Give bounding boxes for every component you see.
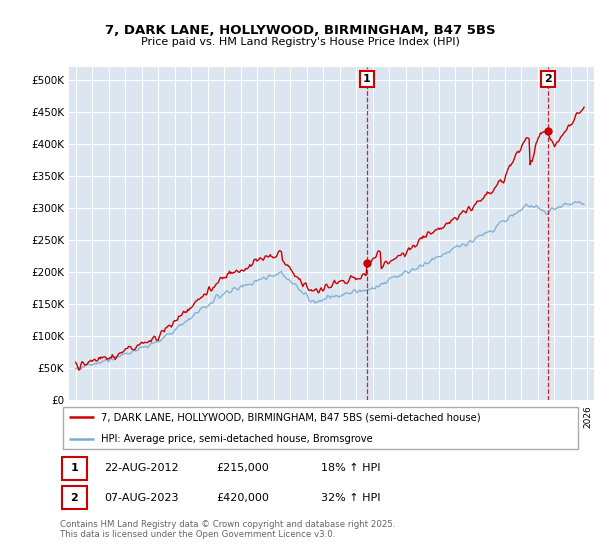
Text: 18% ↑ HPI: 18% ↑ HPI [321,463,380,473]
FancyBboxPatch shape [62,486,86,510]
Text: 22-AUG-2012: 22-AUG-2012 [104,463,179,473]
Text: 32% ↑ HPI: 32% ↑ HPI [321,493,380,503]
Text: 1: 1 [70,463,78,473]
FancyBboxPatch shape [62,407,578,449]
Text: £420,000: £420,000 [217,493,269,503]
Text: 2: 2 [70,493,78,503]
FancyBboxPatch shape [62,456,86,480]
Text: HPI: Average price, semi-detached house, Bromsgrove: HPI: Average price, semi-detached house,… [101,435,373,444]
Text: Price paid vs. HM Land Registry's House Price Index (HPI): Price paid vs. HM Land Registry's House … [140,37,460,47]
Text: 2: 2 [544,74,551,84]
Text: 1: 1 [363,74,371,84]
Text: 7, DARK LANE, HOLLYWOOD, BIRMINGHAM, B47 5BS (semi-detached house): 7, DARK LANE, HOLLYWOOD, BIRMINGHAM, B47… [101,412,481,422]
Text: £215,000: £215,000 [217,463,269,473]
Text: 07-AUG-2023: 07-AUG-2023 [104,493,179,503]
Text: 7, DARK LANE, HOLLYWOOD, BIRMINGHAM, B47 5BS: 7, DARK LANE, HOLLYWOOD, BIRMINGHAM, B47… [104,24,496,37]
Text: Contains HM Land Registry data © Crown copyright and database right 2025.
This d: Contains HM Land Registry data © Crown c… [60,520,395,539]
